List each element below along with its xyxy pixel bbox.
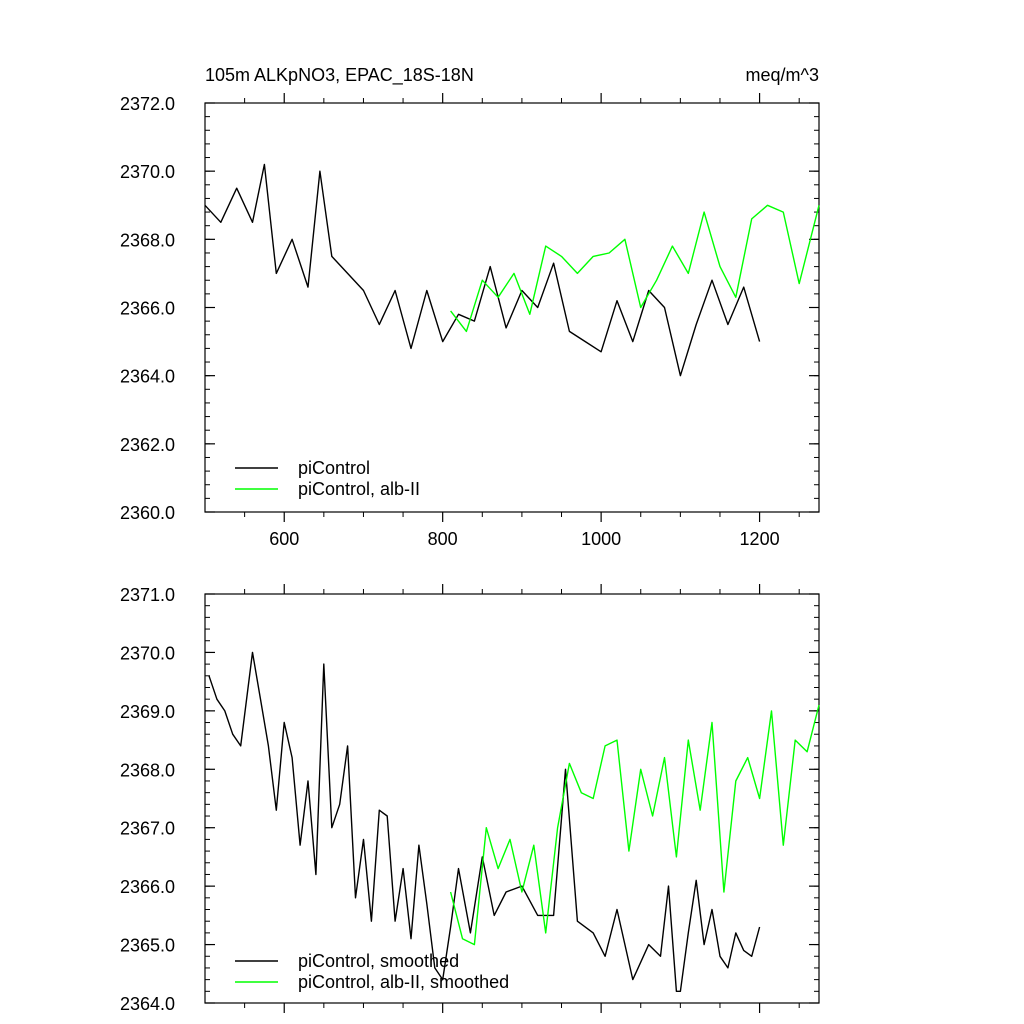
- top-plot-title: 105m ALKpNO3, EPAC_18S-18N: [205, 65, 474, 86]
- legend-label: piControl, smoothed: [298, 951, 459, 971]
- series-line-0: [208, 651, 761, 992]
- y-tick-label: 2371.0: [120, 585, 175, 605]
- top-plot-frame: [204, 102, 820, 513]
- y-tick-label: 2362.0: [120, 435, 175, 455]
- y-tick-label: 2360.0: [120, 503, 175, 523]
- bottom-plot-frame: [204, 593, 820, 1004]
- top-panel: 105m ALKpNO3, EPAC_18S-18N meq/m^3 600 80…: [120, 65, 820, 549]
- y-tick-label: 2364.0: [120, 994, 175, 1014]
- x-tick-label: 1200: [740, 529, 780, 549]
- top-plot-units: meq/m^3: [746, 65, 819, 85]
- x-tick-label: 800: [428, 529, 458, 549]
- legend-label: piControl, alb-II, smoothed: [298, 972, 509, 992]
- x-tick-label: 600: [269, 529, 299, 549]
- y-tick-label: 2366.0: [120, 877, 175, 897]
- y-tick-label: 2368.0: [120, 230, 175, 250]
- y-tick-label: 2370.0: [120, 162, 175, 182]
- series-line-1: [450, 204, 820, 333]
- legend-label: piControl, alb-II: [298, 479, 420, 499]
- series-line-0: [204, 163, 761, 377]
- y-tick-label: 2369.0: [120, 702, 175, 722]
- y-tick-label: 2366.0: [120, 299, 175, 319]
- bottom-panel: 2364.0 2365.0 2366.0 2367.0 2368.0 2369.0 2370…: [120, 584, 820, 1014]
- y-tick-label: 2364.0: [120, 367, 175, 387]
- x-tick-label: 1000: [581, 529, 621, 549]
- series-line-1: [449, 704, 820, 946]
- y-tick-label: 2372.0: [120, 94, 175, 114]
- y-tick-label: 2365.0: [120, 936, 175, 956]
- legend-label: piControl: [298, 458, 370, 478]
- y-tick-label: 2368.0: [120, 760, 175, 780]
- y-tick-label: 2370.0: [120, 643, 175, 663]
- y-tick-label: 2367.0: [120, 819, 175, 839]
